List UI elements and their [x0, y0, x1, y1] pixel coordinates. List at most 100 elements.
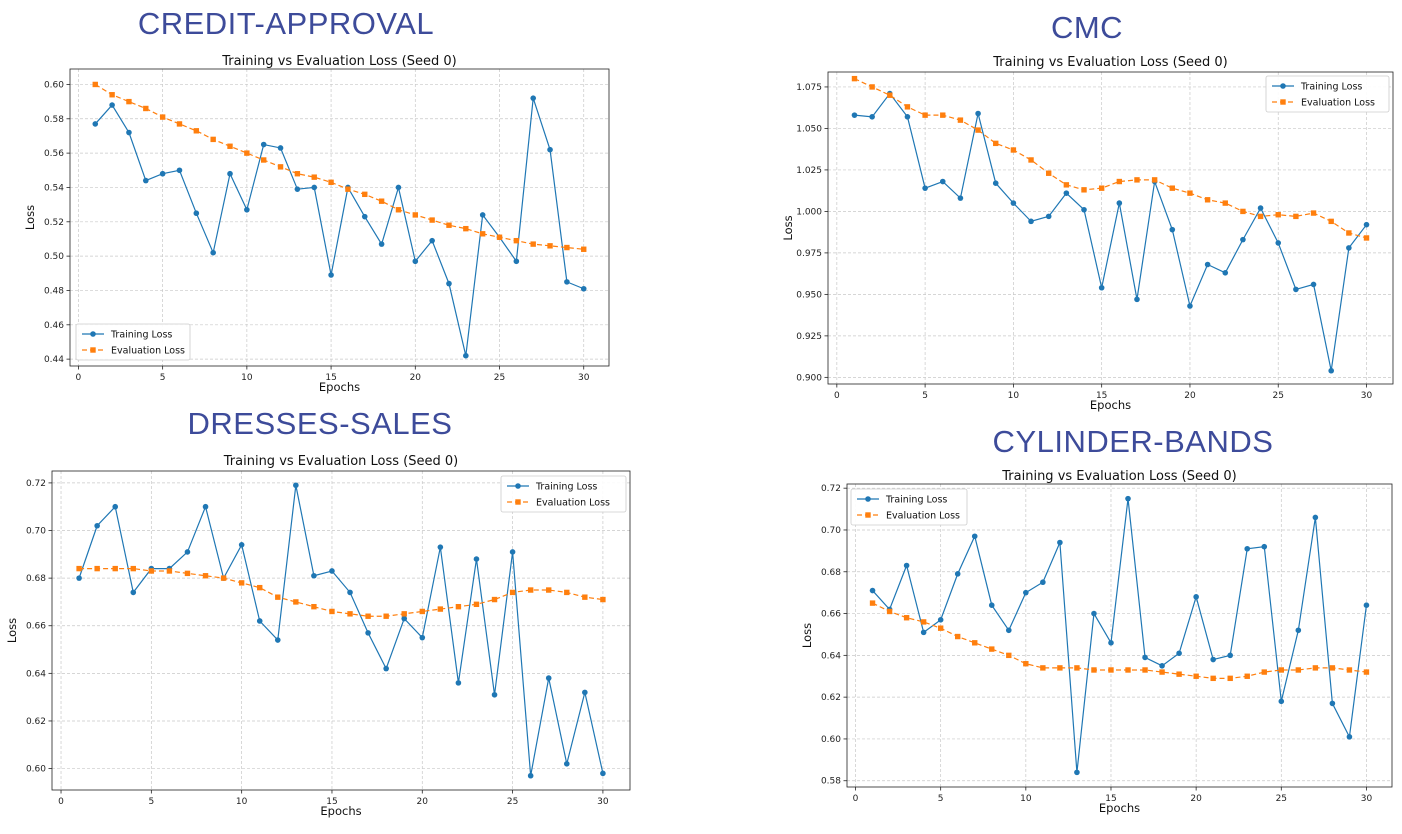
- training-loss-point: [378, 241, 385, 247]
- evaluation-loss-point: [546, 587, 552, 593]
- training-loss-line: [854, 92, 1367, 371]
- training-loss-point: [851, 112, 858, 118]
- training-loss-point: [1091, 610, 1097, 617]
- evaluation-loss-point: [903, 615, 910, 621]
- legend: Training Loss Evaluation Loss: [850, 488, 968, 526]
- evaluation-loss-point: [1257, 213, 1264, 220]
- training-loss-point: [109, 102, 115, 108]
- evaluation-loss-line: [94, 83, 584, 250]
- evaluation-loss-point: [345, 186, 351, 192]
- training-loss-point: [513, 258, 520, 265]
- x-tick-label: 25: [1273, 391, 1284, 401]
- x-tick-label: 15: [325, 373, 336, 383]
- evaluation-loss-point: [1346, 230, 1352, 236]
- x-tick-label: 30: [597, 797, 609, 807]
- training-loss-point: [293, 482, 299, 489]
- chart-heading: CREDIT-APPROVAL: [137, 6, 435, 41]
- training-loss-point: [130, 589, 137, 596]
- y-tick-label: 0.72: [26, 479, 46, 489]
- training-loss-point: [582, 689, 588, 696]
- training-loss-point: [954, 571, 961, 577]
- training-loss-point: [244, 206, 250, 213]
- evaluation-loss-point: [1329, 665, 1336, 671]
- evaluation-loss-point: [244, 150, 250, 156]
- evaluation-loss-point: [210, 136, 216, 143]
- evaluation-loss-point: [955, 633, 961, 640]
- y-tick-label: 0.60: [26, 765, 46, 775]
- training-loss-point: [361, 213, 368, 220]
- chart-panel-credit-approval: CREDIT-APPROVAL 0 5 10 15 20 25 30 0.44 0.46 0.48…: [0, 0, 701, 400]
- training-loss-point: [1045, 213, 1052, 220]
- training-loss-point: [869, 114, 875, 120]
- chart-panel-cmc: CMC 0 5 10 15 20 25 30 0.900 0.925 0.950 0.975 1.00…: [701, 0, 1402, 420]
- evaluation-loss-point: [1006, 652, 1012, 659]
- evaluation-loss-point: [412, 212, 418, 218]
- evaluation-loss-point: [184, 570, 191, 577]
- chart-panel-cylinder-bands: CYLINDER-BANDS 0 5 10 15 20 25 30 0.58 0.60 0.62 0…: [701, 420, 1402, 830]
- chart-heading: CMC: [1050, 10, 1124, 45]
- x-tick-label: 30: [1361, 391, 1373, 401]
- series-evaluation-loss: [869, 600, 1370, 682]
- x-tick-label: 0: [834, 391, 840, 401]
- training-loss-point: [419, 634, 426, 641]
- evaluation-loss-point: [1116, 178, 1123, 185]
- evaluation-loss-point: [143, 105, 149, 112]
- legend-box: [75, 323, 191, 361]
- training-loss-point: [274, 637, 281, 643]
- training-loss-point: [1134, 296, 1140, 303]
- evaluation-loss-point: [851, 75, 858, 82]
- evaluation-loss-point: [1169, 185, 1175, 191]
- evaluation-loss-point: [1098, 185, 1105, 191]
- training-loss-point: [1278, 698, 1285, 705]
- evaluation-loss-point: [869, 84, 875, 90]
- training-loss-point: [1363, 602, 1370, 608]
- training-loss-point: [311, 572, 317, 579]
- x-tick-label: 20: [410, 373, 422, 383]
- training-loss-point: [563, 761, 570, 767]
- training-loss-point: [580, 285, 587, 292]
- training-loss-point: [992, 180, 999, 186]
- y-tick-label: 0.68: [26, 574, 46, 584]
- training-loss-point: [1098, 284, 1105, 291]
- evaluation-loss-point: [491, 596, 498, 603]
- evaluation-loss-point: [1227, 675, 1233, 682]
- y-tick-label: 0.70: [26, 527, 46, 537]
- y-tick-label: 0.60: [821, 735, 841, 745]
- y-tick-label: 1.050: [796, 124, 822, 134]
- evaluation-loss-line: [79, 568, 603, 617]
- x-tick-label: 15: [326, 797, 337, 807]
- evaluation-loss-point: [1151, 177, 1158, 183]
- y-tick-label: 0.68: [821, 568, 841, 578]
- y-tick-label: 0.58: [44, 115, 64, 125]
- x-tick-label: 30: [578, 373, 590, 383]
- y-axis-label: Loss: [781, 215, 795, 240]
- y-axis-label: Loss: [800, 623, 814, 648]
- training-loss-point: [437, 544, 444, 550]
- evaluation-loss-point: [1244, 673, 1250, 679]
- training-loss-point: [176, 167, 183, 174]
- x-tick-label: 0: [853, 794, 859, 804]
- evaluation-loss-point: [1363, 235, 1370, 241]
- x-tick-label: 5: [922, 391, 928, 401]
- training-loss-point: [491, 691, 498, 698]
- training-loss-point: [1081, 206, 1087, 213]
- evaluation-loss-point: [1312, 665, 1319, 671]
- training-loss-point: [347, 589, 353, 596]
- training-loss-point: [76, 575, 82, 581]
- evaluation-loss-point: [293, 599, 299, 605]
- training-loss-point: [1187, 303, 1193, 309]
- training-loss-point: [1293, 286, 1299, 293]
- evaluation-loss-point: [479, 231, 486, 237]
- training-loss-point: [988, 602, 995, 608]
- y-axis-label: Loss: [5, 618, 19, 643]
- training-loss-point: [446, 280, 452, 287]
- evaluation-loss-point: [993, 140, 999, 147]
- evaluation-loss-point: [1346, 667, 1353, 673]
- evaluation-loss-point: [112, 565, 118, 572]
- evaluation-loss-point: [1210, 675, 1216, 682]
- x-tick-label: 10: [1008, 391, 1020, 401]
- training-loss-point: [1005, 627, 1012, 634]
- training-loss-point: [1023, 589, 1029, 596]
- evaluation-loss-point: [311, 603, 317, 610]
- x-tick-label: 25: [1276, 794, 1287, 804]
